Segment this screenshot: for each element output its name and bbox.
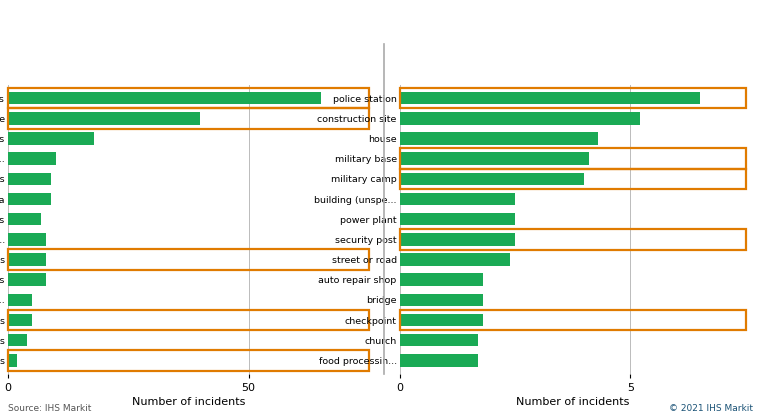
Text: Attack Objects: Buildings: Attack Objects: Buildings [482, 57, 659, 70]
Bar [400, 173, 584, 185]
Bar [400, 152, 589, 165]
Text: © 2021 IHS Markit: © 2021 IHS Markit [670, 404, 753, 413]
Bar [400, 92, 699, 105]
Bar [8, 314, 32, 326]
Bar [400, 354, 478, 366]
Bar [8, 253, 46, 266]
Bar [400, 132, 598, 145]
Bar [8, 233, 46, 246]
Bar [8, 132, 94, 145]
Bar [400, 253, 511, 266]
X-axis label: Number of incidents: Number of incidents [516, 397, 629, 407]
Bar [400, 149, 746, 169]
Bar [400, 193, 515, 205]
Bar [8, 334, 27, 347]
Bar [8, 108, 369, 129]
Text: Source: IHS Markit: Source: IHS Markit [8, 404, 91, 413]
Bar [8, 294, 32, 306]
Bar [8, 249, 369, 270]
Bar [8, 92, 321, 105]
Bar [400, 294, 482, 306]
Bar [8, 152, 56, 165]
Bar [8, 173, 51, 185]
Bar [400, 310, 746, 330]
Bar [400, 168, 746, 189]
Bar [400, 334, 478, 347]
X-axis label: Number of incidents: Number of incidents [132, 397, 245, 407]
Bar [8, 213, 41, 225]
Text: Attack Objects: People: Attack Objects: People [110, 57, 270, 70]
Bar [8, 310, 369, 330]
Bar [8, 354, 18, 366]
Bar [8, 350, 369, 371]
Text: People and buildings  targeted by the New People's Army in the Philippines, 1 Ja: People and buildings targeted by the New… [39, 15, 722, 28]
Bar [400, 213, 515, 225]
Bar [400, 229, 746, 250]
Bar [400, 112, 639, 124]
Bar [8, 88, 369, 108]
Bar [8, 112, 200, 124]
Bar [400, 314, 482, 326]
Bar [400, 233, 515, 246]
Bar [400, 273, 482, 286]
Bar [8, 193, 51, 205]
Bar [8, 273, 46, 286]
Bar [400, 88, 746, 108]
